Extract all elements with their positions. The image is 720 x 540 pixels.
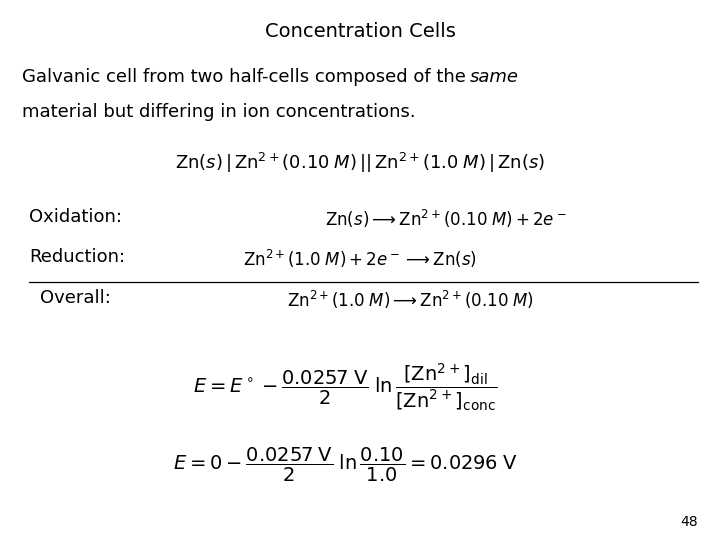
Text: Concentration Cells: Concentration Cells xyxy=(264,22,456,40)
Text: Reduction:: Reduction: xyxy=(29,248,125,266)
Text: $\mathrm{Zn}^{2+}(1.0\;M) + 2e^- \longrightarrow \mathrm{Zn}(s)$: $\mathrm{Zn}^{2+}(1.0\;M) + 2e^- \longri… xyxy=(243,248,477,271)
Text: material but differing in ion concentrations.: material but differing in ion concentrat… xyxy=(22,103,415,120)
Text: $\mathrm{Zn}(s) \longrightarrow \mathrm{Zn}^{2+}(0.10\;M) + 2e^-$: $\mathrm{Zn}(s) \longrightarrow \mathrm{… xyxy=(325,208,567,230)
Text: $\mathrm{Zn}(s)\,|\,\mathrm{Zn}^{2+}(0.10\;M)\,||\,\mathrm{Zn}^{2+}(1.0\;M)\,|\,: $\mathrm{Zn}(s)\,|\,\mathrm{Zn}^{2+}(0.1… xyxy=(175,151,545,176)
Text: Oxidation:: Oxidation: xyxy=(29,208,122,226)
Text: Overall:: Overall: xyxy=(40,289,110,307)
Text: same: same xyxy=(469,68,518,85)
Text: $E = 0 - \dfrac{0.0257\;\mathrm{V}}{2}\;\ln\dfrac{0.10}{1.0} = 0.0296\;\mathrm{V: $E = 0 - \dfrac{0.0257\;\mathrm{V}}{2}\;… xyxy=(174,446,518,484)
Text: $E = E^\circ - \dfrac{0.0257\;\mathrm{V}}{2}\;\ln\dfrac{[\mathrm{Zn}^{2+}]_\math: $E = E^\circ - \dfrac{0.0257\;\mathrm{V}… xyxy=(194,362,498,414)
Text: 48: 48 xyxy=(681,515,698,529)
Text: $\mathrm{Zn}^{2+}(1.0\;M) \longrightarrow \mathrm{Zn}^{2+}(0.10\;M)$: $\mathrm{Zn}^{2+}(1.0\;M) \longrightarro… xyxy=(287,289,534,311)
Text: Galvanic cell from two half-cells composed of the: Galvanic cell from two half-cells compos… xyxy=(22,68,471,85)
